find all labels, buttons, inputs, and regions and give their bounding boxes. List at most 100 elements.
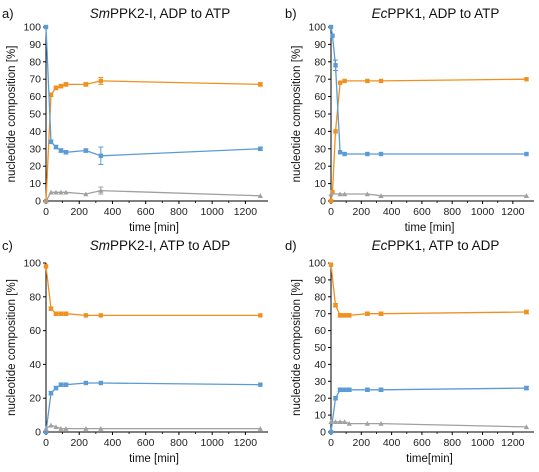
y-tick-label: 40 (314, 126, 326, 138)
data-point-orange (365, 311, 370, 316)
y-tick-label: 90 (314, 274, 326, 286)
x-tick-label: 1000 (471, 437, 495, 449)
y-tick-label: 90 (29, 39, 41, 51)
y-tick-label: 50 (314, 342, 326, 354)
y-tick-label: 70 (314, 308, 326, 320)
data-point-orange (378, 78, 384, 84)
data-point-orange (333, 303, 338, 308)
chart-title-italic: Ec (372, 6, 388, 21)
y-tick-label: 70 (314, 74, 326, 86)
x-axis-label: time [min] (129, 222, 179, 234)
x-tick-label: 0 (43, 206, 49, 218)
y-tick-label: 30 (29, 143, 41, 155)
data-point-blue (63, 382, 69, 387)
panel-label: c) (2, 238, 13, 253)
x-tick-label: 1200 (234, 437, 258, 449)
series-line-blue (45, 26, 261, 157)
data-point-blue (258, 146, 263, 151)
x-tick-label: 200 (353, 437, 371, 449)
data-point-gray (83, 191, 89, 197)
data-point-orange (378, 311, 384, 316)
chart-title-text: PPK1, ATP to ADP (387, 238, 499, 253)
series-line-orange (45, 80, 261, 202)
chart-title: EcPPK1, ADP to ATP (372, 6, 500, 21)
y-tick-label: 100 (23, 258, 41, 270)
data-point-orange (83, 82, 89, 87)
y-tick-label: 100 (308, 258, 326, 270)
chart-title-text: PPK2-I, ATP to ADP (110, 238, 230, 253)
x-tick-label: 600 (413, 206, 431, 218)
series-line-gray (331, 193, 527, 197)
data-point-gray (43, 198, 49, 204)
y-tick-label: 20 (29, 393, 41, 405)
x-tick-label: 0 (328, 437, 334, 449)
y-tick-label: 40 (29, 126, 41, 138)
data-point-orange (63, 82, 69, 87)
y-tick-label: 20 (314, 393, 326, 405)
y-tick-label: 0 (320, 427, 326, 439)
data-point-orange (63, 311, 69, 316)
data-point-gray (83, 426, 89, 431)
chart-title-text: PPK2-I, ADP to ATP (110, 6, 230, 21)
data-point-blue (330, 33, 335, 38)
data-point-orange (365, 78, 370, 84)
data-point-orange (258, 313, 263, 318)
data-point-blue (53, 144, 59, 150)
data-point-gray (342, 191, 348, 197)
y-tick-label: 80 (314, 56, 326, 68)
data-point-gray (337, 191, 343, 197)
data-point-blue (43, 429, 49, 435)
data-point-orange (328, 198, 334, 204)
series-line-blue (330, 387, 527, 433)
y-tick-label: 70 (29, 74, 41, 86)
data-point-blue (378, 387, 384, 392)
chart-title-italic: Sm (90, 238, 110, 253)
x-tick-label: 400 (104, 206, 122, 218)
x-tick-label: 400 (383, 206, 401, 218)
data-point-gray (58, 189, 64, 195)
data-point-orange (333, 129, 338, 134)
data-point-gray (48, 422, 54, 428)
x-tick-label: 1200 (501, 437, 525, 449)
data-point-blue (342, 387, 347, 392)
y-tick-label: 10 (314, 410, 326, 422)
x-tick-label: 800 (443, 206, 461, 218)
data-point-orange (258, 82, 263, 87)
series-line-blue (45, 382, 261, 433)
x-tick-label: 1000 (200, 437, 224, 449)
y-tick-label: 10 (314, 178, 326, 190)
chart-title: SmPPK2-I, ADP to ATP (90, 6, 231, 21)
chart-title: SmPPK2-I, ATP to ADP (90, 238, 231, 253)
x-tick-label: 1000 (200, 206, 224, 218)
data-point-orange (342, 313, 347, 318)
data-point-gray (257, 426, 263, 431)
series-line-gray (45, 189, 261, 202)
x-tick-label: 200 (70, 206, 88, 218)
data-point-gray (98, 426, 104, 431)
y-tick-label: 30 (314, 143, 326, 155)
data-point-orange (524, 309, 529, 315)
data-point-blue (333, 396, 338, 401)
data-point-gray (364, 420, 370, 426)
data-point-gray (378, 193, 384, 198)
data-point-orange (58, 311, 64, 316)
y-tick-label: 10 (29, 178, 41, 190)
x-tick-label: 600 (137, 206, 155, 218)
x-tick-label: 400 (383, 437, 401, 449)
data-point-gray (328, 191, 334, 197)
x-axis-label: time[min] (406, 453, 453, 465)
data-point-blue (98, 380, 104, 386)
x-tick-label: 0 (328, 206, 334, 218)
data-point-blue (63, 150, 69, 155)
y-tick-label: 0 (35, 427, 41, 439)
x-tick-label: 400 (104, 437, 122, 449)
data-point-gray (364, 191, 370, 197)
data-point-blue (328, 24, 334, 30)
x-tick-label: 800 (170, 206, 188, 218)
data-point-blue (83, 148, 89, 153)
data-point-blue (333, 63, 338, 68)
data-point-gray (48, 189, 54, 195)
data-point-blue (58, 148, 64, 153)
data-point-orange (83, 313, 89, 318)
